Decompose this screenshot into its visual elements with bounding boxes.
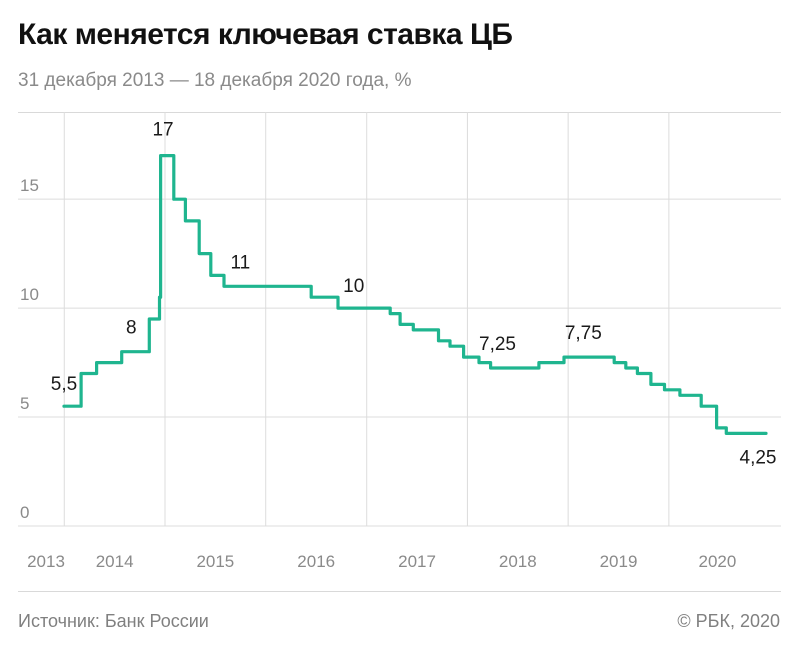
data-label: 7,75 (565, 323, 602, 344)
y-tick-label: 5 (20, 394, 29, 413)
x-tick-label: 2018 (499, 552, 537, 571)
series-layer (62, 154, 768, 435)
data-label: 11 (230, 252, 250, 273)
copyright-note: © РБК, 2020 (677, 611, 780, 631)
x-tick-label: 2016 (297, 552, 335, 571)
data-label: 4,25 (740, 447, 777, 468)
data-label: 8 (126, 318, 137, 339)
data-label: 17 (152, 120, 173, 141)
y-tick-label: 10 (20, 285, 39, 304)
grid-layer (18, 112, 781, 527)
chart-title: Как меняется ключевая ставка ЦБ (18, 18, 513, 51)
annotation-layer: 5,5 8 17 11 10 7,25 7,75 4,25 (51, 120, 777, 469)
x-tick-label: 2019 (600, 552, 638, 571)
x-tick-label: 2014 (96, 552, 134, 571)
bottom-divider (18, 591, 781, 592)
data-label: 7,25 (479, 334, 516, 355)
data-label: 5,5 (51, 374, 77, 395)
x-tick-label: 2015 (196, 552, 234, 571)
x-tick-label: 2020 (699, 552, 737, 571)
x-tick-label: 2017 (398, 552, 436, 571)
chart-subtitle: 31 декабря 2013 — 18 декабря 2020 года, … (18, 70, 412, 91)
x-axis-ticks: 2013 2014 2015 2016 2017 2018 2019 2020 (27, 552, 736, 571)
y-axis-ticks: 0 5 10 15 (20, 176, 39, 522)
data-label: 10 (343, 276, 364, 297)
y-tick-label: 15 (20, 176, 39, 195)
source-note: Источник: Банк России (18, 611, 209, 631)
x-tick-label: 2013 (27, 552, 65, 571)
key-rate-line (62, 154, 768, 435)
y-tick-label: 0 (20, 503, 29, 522)
top-divider (18, 112, 781, 113)
